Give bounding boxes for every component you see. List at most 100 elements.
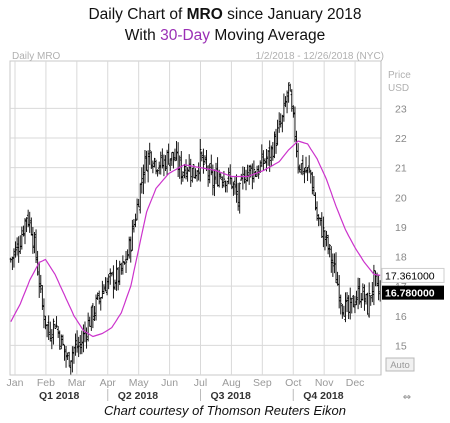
price-bar bbox=[60, 334, 63, 350]
price-bar bbox=[277, 112, 281, 133]
price-bar bbox=[56, 326, 60, 338]
price-bar bbox=[167, 143, 170, 165]
price-bar bbox=[189, 158, 192, 188]
price-bar bbox=[230, 177, 234, 190]
price-bar bbox=[161, 148, 164, 169]
price-bar bbox=[159, 151, 162, 175]
price-bar bbox=[199, 138, 202, 182]
price-bar bbox=[116, 267, 120, 291]
price-bar bbox=[96, 292, 99, 300]
price-bar bbox=[69, 360, 72, 375]
panel-label: Daily MRO bbox=[12, 51, 61, 62]
price-bar bbox=[75, 330, 79, 353]
price-bar bbox=[334, 252, 338, 284]
price-bar bbox=[367, 282, 371, 318]
month-label: Jul bbox=[194, 377, 207, 389]
price-bar bbox=[139, 183, 142, 214]
chart-title: Daily Chart of MRO since January 2018 Wi… bbox=[0, 4, 450, 46]
marker-value: 16.780000 bbox=[385, 288, 435, 300]
price-bar bbox=[146, 150, 150, 183]
price-bar bbox=[150, 151, 153, 169]
price-bar bbox=[137, 199, 140, 208]
price-bar bbox=[187, 154, 191, 172]
month-label: Jan bbox=[7, 377, 24, 389]
price-bar bbox=[131, 219, 134, 251]
price-bar bbox=[77, 336, 80, 358]
price-bar bbox=[26, 209, 30, 228]
price-bar bbox=[41, 285, 44, 310]
price-bar bbox=[330, 246, 333, 273]
price-bar bbox=[325, 230, 328, 247]
price-bar bbox=[195, 170, 199, 182]
y-tick-label: 18 bbox=[395, 252, 407, 264]
price-bar bbox=[300, 163, 303, 175]
month-label: Aug bbox=[222, 377, 241, 389]
scroll-arrows-icon[interactable]: ⇔ bbox=[403, 392, 411, 403]
price-bar bbox=[341, 303, 344, 319]
price-bar bbox=[191, 167, 194, 183]
quarter-label: Q4 2018 bbox=[303, 390, 343, 402]
price-bar bbox=[287, 82, 290, 103]
price-bar bbox=[304, 156, 308, 174]
y-tick-label: 23 bbox=[395, 103, 407, 115]
price-bar bbox=[80, 330, 84, 355]
price-bar bbox=[219, 173, 222, 180]
price-bar bbox=[271, 141, 275, 161]
price-bar bbox=[292, 105, 295, 118]
price-bar bbox=[107, 274, 110, 290]
price-bar bbox=[260, 144, 264, 167]
price-bar bbox=[331, 253, 335, 277]
price-bar bbox=[30, 217, 33, 236]
axis-title-usd: USD bbox=[388, 83, 409, 94]
price-bar bbox=[205, 150, 208, 172]
time-axis: Jan Feb Mar Apr May Jun Jul Aug Sep Oct Nov Dec Q1 2… bbox=[7, 377, 365, 402]
price-bar bbox=[104, 277, 107, 292]
month-label: Dec bbox=[346, 377, 365, 389]
price-bar bbox=[317, 214, 320, 227]
price-bar bbox=[123, 261, 126, 265]
price-bar bbox=[102, 284, 106, 294]
price-bar bbox=[91, 303, 95, 329]
price-bar bbox=[285, 90, 289, 114]
month-label: Apr bbox=[100, 377, 117, 389]
price-bar bbox=[282, 93, 286, 122]
price-bar bbox=[241, 166, 245, 190]
price-bar bbox=[322, 216, 325, 248]
auto-scale-button[interactable]: Auto bbox=[385, 357, 415, 372]
month-label: Mar bbox=[68, 377, 87, 389]
price-bar bbox=[238, 182, 241, 214]
price-bar bbox=[349, 287, 352, 320]
y-tick-label: 16 bbox=[395, 311, 407, 323]
price-bar bbox=[112, 265, 115, 299]
price-bar bbox=[172, 151, 175, 169]
ticker-symbol: MRO bbox=[186, 6, 223, 23]
price-bar bbox=[350, 297, 353, 314]
price-bar bbox=[110, 272, 114, 277]
price-bar bbox=[148, 142, 151, 165]
price-bar bbox=[202, 148, 205, 174]
price-bar bbox=[39, 274, 42, 294]
moving-average-line bbox=[10, 140, 381, 338]
price-bar bbox=[31, 227, 35, 254]
price-bar bbox=[164, 155, 167, 172]
price-bar bbox=[315, 201, 319, 221]
price-bar bbox=[208, 163, 211, 184]
price-bar bbox=[140, 167, 144, 194]
title-line-1: Daily Chart of MRO since January 2018 bbox=[88, 6, 362, 23]
price-bar bbox=[93, 306, 96, 322]
price-bar bbox=[311, 171, 314, 195]
price-bar bbox=[339, 294, 342, 315]
price-bar bbox=[79, 335, 82, 355]
price-bars bbox=[9, 82, 382, 375]
price-bar bbox=[217, 169, 221, 188]
price-bar bbox=[290, 89, 294, 112]
price-bar bbox=[129, 236, 132, 263]
price-bar bbox=[281, 114, 284, 133]
price-bar bbox=[221, 176, 224, 189]
price-bar bbox=[355, 290, 358, 306]
price-bar bbox=[326, 234, 330, 255]
price-bar bbox=[353, 295, 357, 314]
price-bar bbox=[366, 292, 369, 315]
price-bar bbox=[23, 218, 27, 245]
price-bar bbox=[34, 229, 38, 263]
